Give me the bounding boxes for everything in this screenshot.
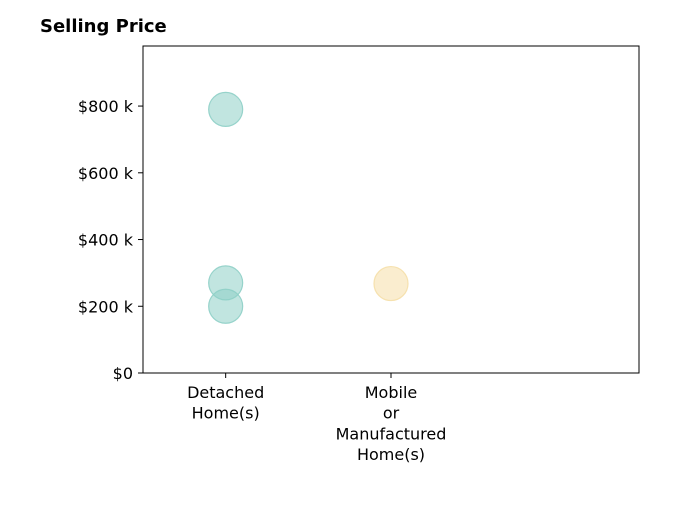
y-tick-label: $200 k bbox=[78, 297, 134, 316]
y-tick-label: $400 k bbox=[78, 231, 134, 250]
y-tick-label: $600 k bbox=[78, 164, 134, 183]
y-tick-label: $800 k bbox=[78, 97, 134, 116]
data-point bbox=[373, 265, 409, 302]
data-point bbox=[208, 91, 244, 127]
chart-title: Selling Price bbox=[40, 16, 167, 37]
y-tick-label: $0 bbox=[113, 364, 133, 383]
x-axis: Detached Home(s) Mobile or Manufactured Home(… bbox=[187, 373, 446, 464]
data-point bbox=[208, 288, 244, 324]
x-tick-label: Mobile or Manufactured Home(s) bbox=[336, 383, 447, 464]
x-tick-label: Detached Home(s) bbox=[187, 383, 264, 423]
data-points bbox=[208, 91, 409, 324]
y-axis: $0 $200 k $400 k $600 k $800 k bbox=[78, 97, 143, 383]
